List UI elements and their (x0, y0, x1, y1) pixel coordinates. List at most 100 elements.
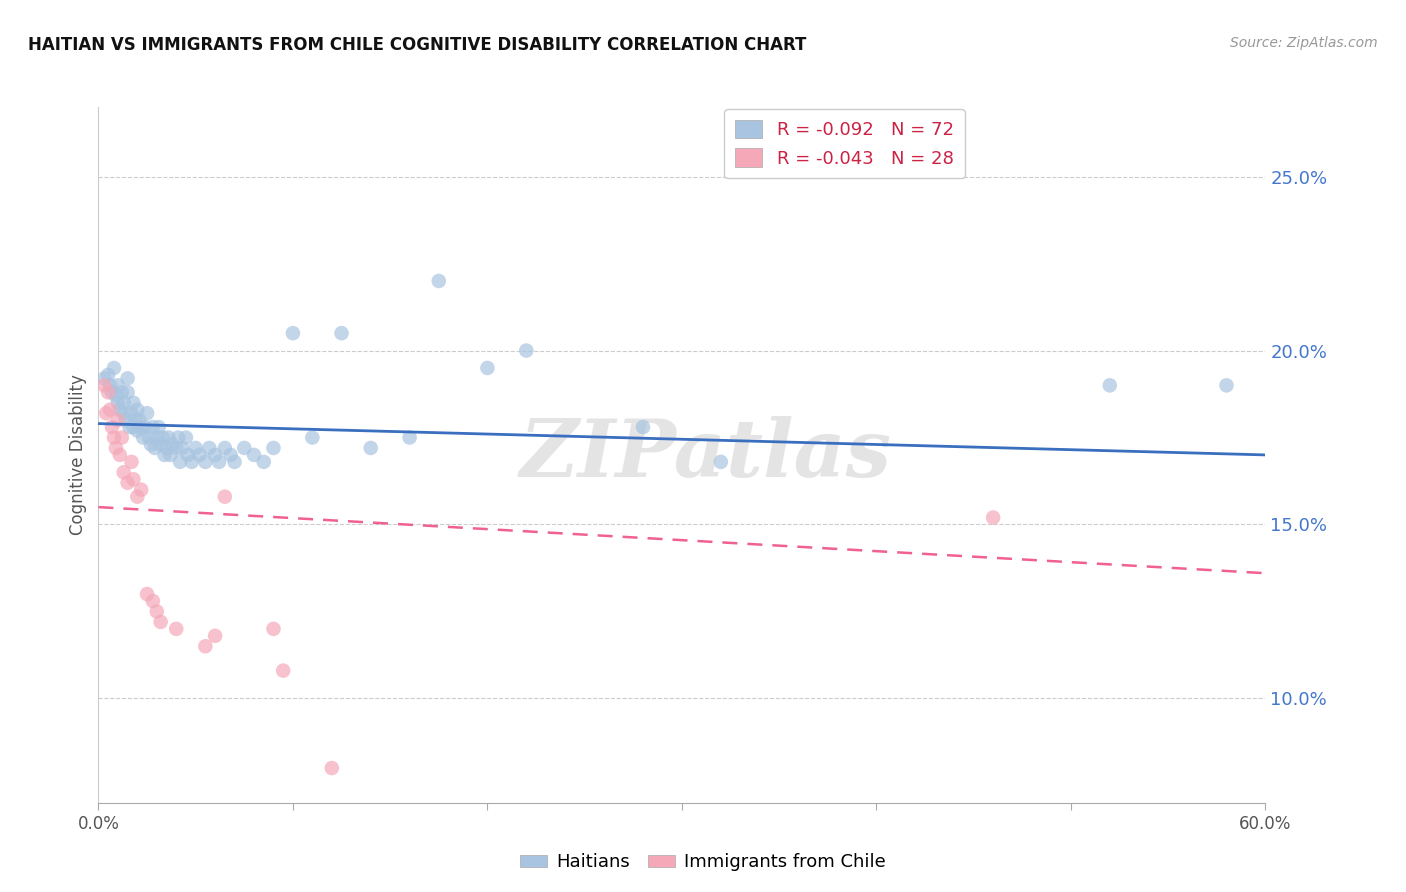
Point (167, 431, 190, 445)
Point (162, 437, 184, 451)
Point (122, 396, 145, 410)
Point (104, 389, 127, 403)
Point (152, 431, 174, 445)
Point (118, 420, 141, 434)
Point (132, 431, 155, 445)
Point (101, 420, 124, 434)
Point (107, 396, 129, 410)
Point (112, 465, 135, 479)
Point (710, 455, 733, 469)
Point (101, 385, 124, 400)
Point (112, 406, 135, 420)
Point (149, 437, 172, 451)
Point (214, 441, 236, 455)
Point (204, 629, 226, 643)
Point (1215, 378, 1237, 392)
Point (96, 406, 118, 420)
Point (107, 378, 129, 392)
Point (136, 406, 159, 420)
Point (208, 455, 231, 469)
Point (301, 431, 323, 445)
Point (107, 413, 129, 427)
Point (243, 448, 266, 462)
Point (129, 483, 152, 497)
Point (157, 431, 180, 445)
Point (97, 385, 120, 400)
Point (139, 437, 162, 451)
Point (143, 441, 166, 455)
Point (142, 594, 165, 608)
Point (204, 448, 226, 462)
Point (122, 472, 145, 486)
Point (427, 274, 450, 288)
Point (180, 455, 202, 469)
Point (103, 431, 125, 445)
Point (103, 361, 125, 376)
Legend: R = -0.092   N = 72, R = -0.043   N = 28: R = -0.092 N = 72, R = -0.043 N = 28 (724, 109, 965, 178)
Point (136, 587, 159, 601)
Point (188, 448, 211, 462)
Point (330, 326, 353, 341)
Point (108, 402, 131, 417)
Point (111, 385, 134, 400)
Point (104, 441, 127, 455)
Point (142, 420, 165, 434)
Point (111, 431, 134, 445)
Point (194, 455, 217, 469)
Point (128, 413, 150, 427)
Point (117, 385, 139, 400)
Point (477, 361, 499, 376)
Point (262, 622, 284, 636)
Text: ZIPatlas: ZIPatlas (519, 417, 891, 493)
Point (981, 510, 1004, 524)
Point (98, 402, 121, 417)
Point (281, 326, 304, 341)
Point (194, 639, 217, 653)
Point (121, 406, 143, 420)
Point (98, 378, 121, 392)
Y-axis label: Cognitive Disability: Cognitive Disability (69, 375, 87, 535)
Point (108, 448, 131, 462)
Point (153, 448, 176, 462)
Point (198, 441, 221, 455)
Point (262, 441, 284, 455)
Point (219, 448, 242, 462)
Point (271, 664, 294, 678)
Point (155, 441, 177, 455)
Point (127, 424, 149, 438)
Point (184, 441, 207, 455)
Legend: Haitians, Immigrants from Chile: Haitians, Immigrants from Chile (513, 847, 893, 879)
Point (121, 455, 143, 469)
Point (214, 490, 236, 504)
Point (146, 605, 169, 619)
Point (253, 455, 276, 469)
Point (122, 420, 145, 434)
Point (112, 396, 135, 410)
Point (93, 378, 115, 392)
Point (177, 448, 200, 462)
Point (93, 371, 115, 385)
Point (360, 441, 382, 455)
Point (174, 431, 197, 445)
Point (170, 441, 193, 455)
Point (127, 490, 149, 504)
Point (146, 431, 169, 445)
Point (117, 475, 139, 490)
Point (148, 420, 170, 434)
Point (224, 455, 246, 469)
Point (169, 455, 191, 469)
Point (159, 448, 181, 462)
Point (127, 402, 149, 417)
Point (398, 431, 420, 445)
Text: Source: ZipAtlas.com: Source: ZipAtlas.com (1230, 36, 1378, 50)
Point (515, 343, 537, 358)
Point (138, 431, 160, 445)
Point (233, 441, 256, 455)
Point (165, 622, 187, 636)
Point (1098, 378, 1121, 392)
Point (149, 615, 172, 629)
Text: HAITIAN VS IMMIGRANTS FROM CHILE COGNITIVE DISABILITY CORRELATION CHART: HAITIAN VS IMMIGRANTS FROM CHILE COGNITI… (28, 36, 807, 54)
Point (129, 420, 152, 434)
Point (114, 413, 136, 427)
Point (97, 368, 120, 382)
